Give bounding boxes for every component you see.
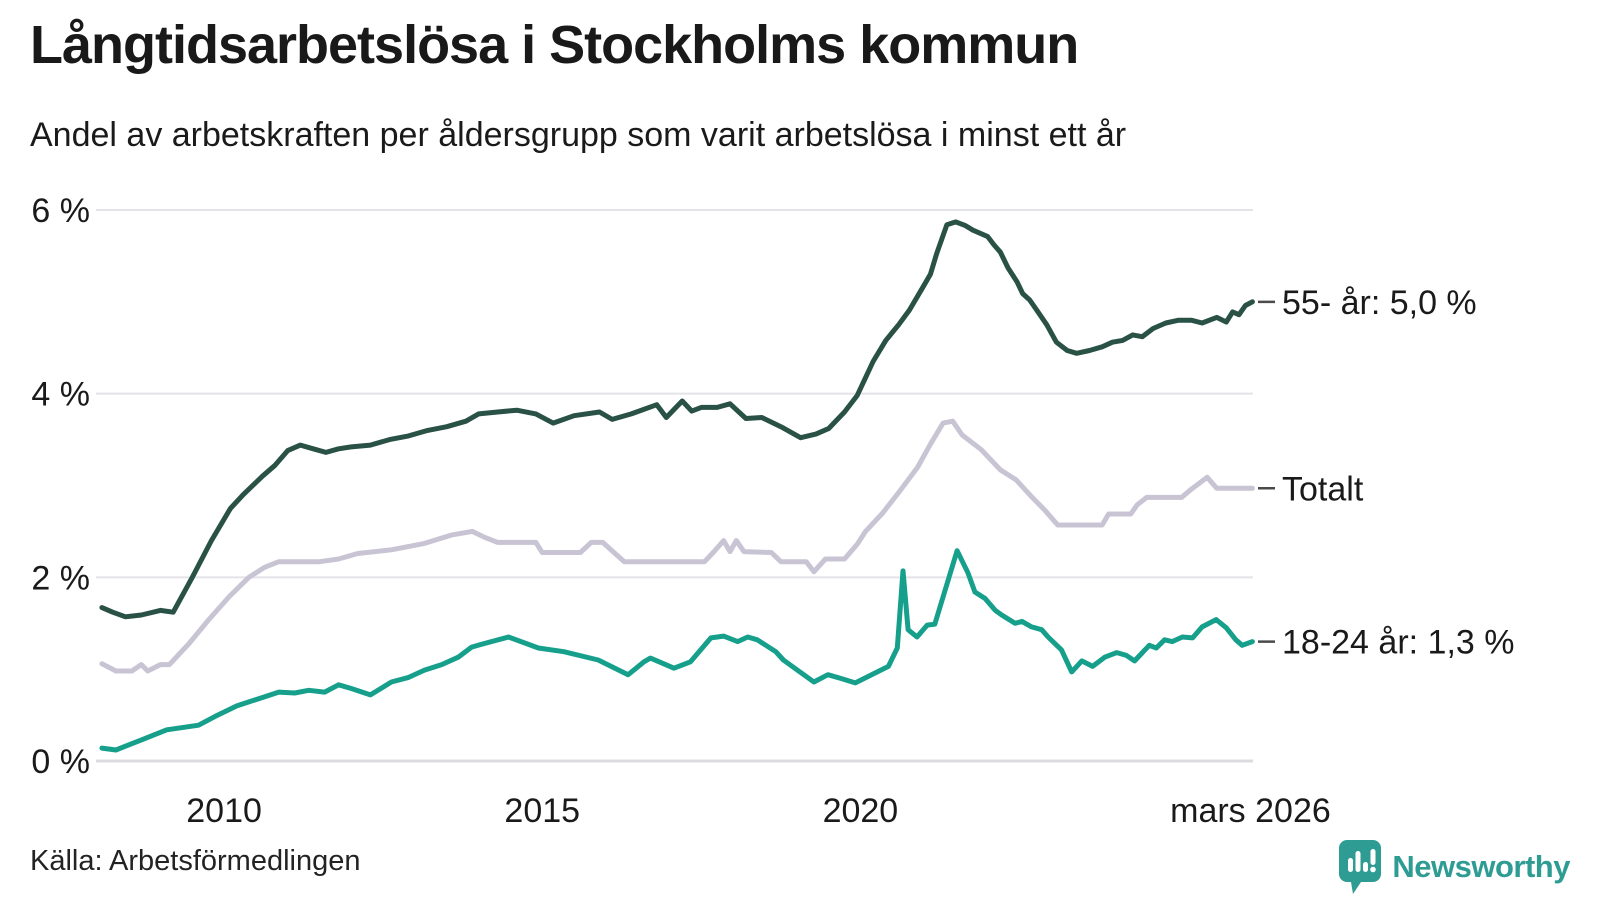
series-end-label-2: 18-24 år: 1,3 % [1282,624,1514,662]
newsworthy-logo-icon [1339,840,1382,894]
series-end-label-1: Totalt [1282,470,1364,508]
y-tick-label: 4 % [31,376,90,414]
newsworthy-brand: Newsworthy [1338,836,1570,898]
y-tick-label: 0 % [31,743,90,781]
brand-name: Newsworthy [1392,849,1570,884]
chart-subtitle: Andel av arbetskraften per åldersgrupp s… [30,116,1127,154]
page-title: Långtidsarbetslösa i Stockholms kommun [30,15,1079,75]
y-tick-label: 2 % [31,559,90,597]
y-tick-label: 6 % [31,192,90,230]
x-tick-label: 2020 [823,792,899,830]
x-tick-label: mars 2026 [1170,792,1331,830]
series-line-1 [99,418,1255,674]
x-tick-label: 2010 [186,792,262,830]
series-line-0 [99,219,1255,620]
series-end-label-0: 55- år: 5,0 % [1282,284,1477,322]
x-tick-label: 2015 [504,792,580,830]
source-note: Källa: Arbetsförmedlingen [30,845,361,877]
series-line-2 [99,548,1255,753]
